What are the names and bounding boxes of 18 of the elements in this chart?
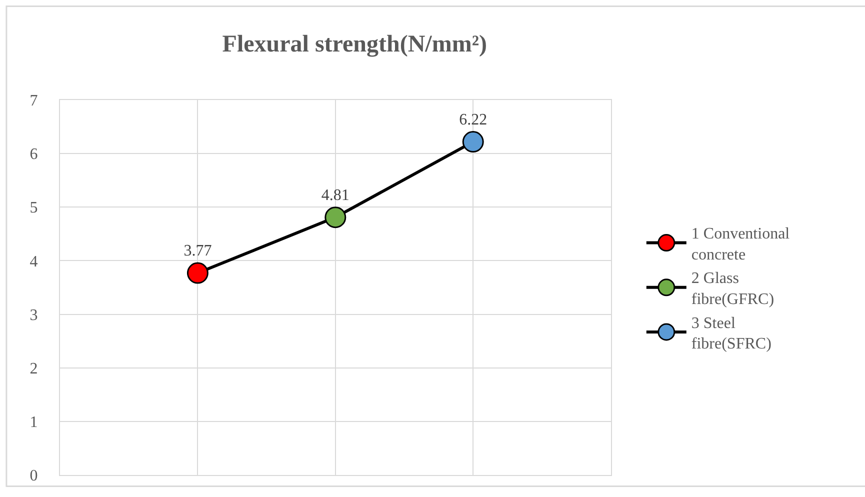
- y-tick-label: 1: [30, 414, 38, 432]
- y-tick-label: 5: [30, 200, 38, 217]
- chart-title: Flexural strength(N/mm²): [222, 32, 487, 58]
- legend-label: 3 Steel fibre(SFRC): [691, 314, 772, 353]
- y-tick-label: 3: [30, 306, 38, 324]
- point: [186, 262, 208, 284]
- point: [462, 131, 484, 153]
- y-tick-label: 7: [30, 92, 38, 110]
- y-tick-label: 4: [30, 253, 38, 270]
- legend-label: 1 Conventional concrete: [691, 226, 790, 264]
- legend-label: 2 Glass fibre(GFRC): [691, 270, 774, 308]
- y-tick-label: 0: [30, 468, 38, 485]
- y-tick-label: 2: [30, 360, 38, 378]
- point: [324, 206, 346, 228]
- data-label: 6.22: [459, 111, 488, 128]
- y-tick-label: 6: [30, 146, 38, 164]
- data-label: 3.77: [184, 242, 212, 260]
- data-label: 4.81: [321, 186, 350, 204]
